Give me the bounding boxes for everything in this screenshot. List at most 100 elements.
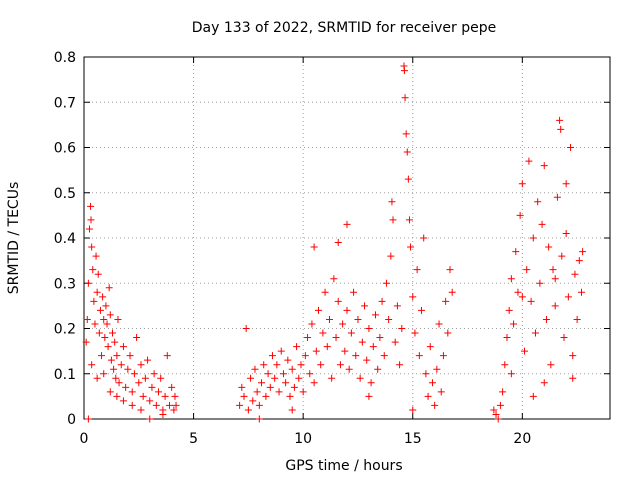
data-point	[82, 338, 90, 346]
data-point	[510, 320, 518, 328]
data-point	[542, 315, 550, 323]
data-point	[492, 410, 500, 418]
data-point	[141, 374, 149, 382]
data-point	[336, 361, 344, 369]
data-point	[253, 388, 261, 396]
y-tick-label: 0.6	[54, 141, 76, 157]
x-tick-label: 10	[294, 431, 312, 447]
data-point	[301, 352, 309, 360]
data-point	[122, 383, 130, 391]
y-tick-label: 0.7	[54, 95, 76, 111]
data-point	[328, 374, 336, 382]
data-point	[87, 216, 95, 224]
data-point	[106, 388, 114, 396]
data-point	[376, 334, 384, 342]
data-point	[93, 288, 101, 296]
data-point	[339, 320, 347, 328]
data-point	[332, 334, 340, 342]
data-point	[240, 392, 248, 400]
data-point	[102, 302, 110, 310]
x-axis-label: GPS time / hours	[285, 458, 402, 474]
y-tick-label: 0.5	[54, 186, 76, 202]
data-point	[499, 388, 507, 396]
data-point	[317, 361, 325, 369]
data-point	[365, 392, 373, 400]
data-point	[84, 279, 92, 287]
data-point	[512, 248, 520, 256]
data-point	[113, 352, 121, 360]
x-tick-label: 0	[80, 431, 89, 447]
data-point	[529, 392, 537, 400]
data-point	[293, 343, 301, 351]
data-point	[155, 388, 163, 396]
data-point	[92, 252, 100, 260]
data-point	[540, 162, 548, 170]
data-point	[319, 329, 327, 337]
data-point	[400, 67, 408, 75]
data-point	[388, 198, 396, 206]
data-point	[137, 406, 145, 414]
data-point	[431, 401, 439, 409]
data-point	[152, 401, 160, 409]
data-point	[420, 234, 428, 242]
data-point	[518, 180, 526, 188]
data-point	[365, 325, 373, 332]
data-point	[557, 125, 565, 133]
data-point	[119, 397, 127, 405]
grid	[84, 57, 610, 419]
data-point	[494, 415, 502, 423]
data-point	[172, 401, 180, 409]
data-point	[150, 370, 158, 378]
data-point	[578, 288, 586, 296]
data-point	[369, 343, 377, 351]
data-point	[518, 293, 526, 301]
data-point	[347, 329, 355, 337]
data-point	[551, 275, 559, 283]
data-point	[279, 370, 287, 378]
y-axis-label: SRMTID / TECUs	[6, 182, 22, 295]
data-point	[117, 361, 125, 369]
data-point	[380, 352, 388, 360]
data-point	[163, 352, 171, 360]
data-point	[238, 383, 246, 391]
x-tick-label: 5	[189, 431, 198, 447]
data-point	[505, 306, 513, 314]
data-point	[446, 266, 454, 274]
y-tick-label: 0.3	[54, 276, 76, 292]
data-point	[159, 410, 167, 418]
data-point	[516, 211, 524, 219]
data-point	[531, 329, 539, 337]
data-point	[288, 365, 296, 373]
data-point	[426, 343, 434, 351]
data-point	[401, 94, 409, 102]
data-point	[575, 257, 583, 265]
data-point	[571, 270, 579, 278]
data-point	[334, 297, 342, 305]
data-point	[354, 315, 362, 323]
data-point	[352, 352, 360, 360]
data-point	[507, 275, 515, 283]
data-point	[84, 415, 92, 423]
data-point	[128, 388, 136, 396]
data-point	[536, 279, 544, 287]
data-point	[562, 229, 570, 237]
data-point	[282, 379, 290, 387]
data-point	[236, 401, 244, 409]
data-point	[146, 415, 154, 423]
data-point	[514, 288, 522, 296]
y-axis: 0 0.1 0.2 0.3 0.4 0.5 0.6 0.7 0.8	[54, 50, 610, 428]
data-point	[398, 325, 406, 332]
data-point	[551, 302, 559, 310]
data-point	[110, 365, 118, 373]
chart-title: Day 133 of 2022, SRMTID for receiver pep…	[192, 20, 496, 36]
data-point	[108, 329, 116, 337]
data-point	[405, 216, 413, 224]
data-point	[101, 334, 109, 342]
data-point	[507, 370, 515, 378]
data-point	[393, 302, 401, 310]
data-point	[244, 406, 252, 414]
data-point	[501, 361, 509, 369]
data-point	[105, 284, 113, 292]
data-point	[89, 266, 97, 274]
data-point	[157, 374, 165, 382]
